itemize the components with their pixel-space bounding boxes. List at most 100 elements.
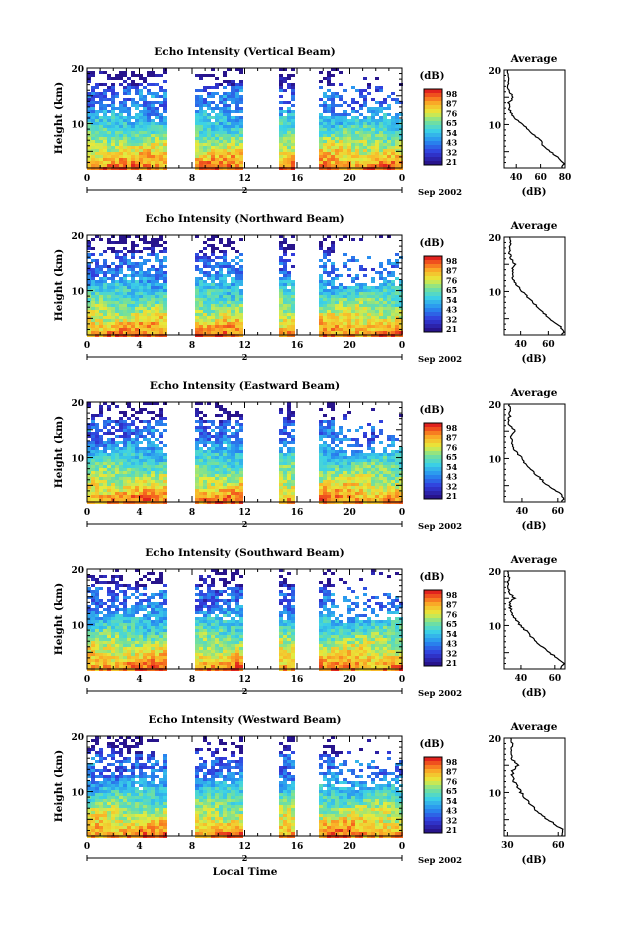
- heatmap-cell: [343, 295, 347, 298]
- heatmap-cell: [127, 462, 131, 465]
- heatmap-cell: [279, 486, 283, 489]
- heatmap-cell: [195, 161, 199, 164]
- heatmap-cell: [207, 453, 211, 456]
- heatmap-cell: [287, 492, 291, 495]
- heatmap-cell: [95, 614, 99, 617]
- heatmap-cell: [319, 498, 323, 501]
- heatmap-cell: [87, 316, 91, 319]
- heatmap-cell: [127, 322, 131, 325]
- heatmap-cell: [319, 119, 323, 122]
- heatmap-cell: [327, 459, 331, 462]
- heatmap-cell: [139, 283, 143, 286]
- heatmap-cell: [203, 286, 207, 289]
- heatmap-cell: [239, 307, 243, 310]
- heatmap-cell: [207, 256, 211, 259]
- heatmap-cell: [211, 450, 215, 453]
- heatmap-cell: [343, 253, 347, 256]
- heatmap-cell: [95, 617, 99, 620]
- heatmap-cell: [383, 462, 387, 465]
- heatmap-cell: [219, 438, 223, 441]
- heatmap-cell: [211, 128, 215, 131]
- heatmap-cell: [135, 83, 139, 86]
- heatmap-cell: [99, 125, 103, 128]
- heatmap-cell: [151, 83, 155, 86]
- heatmap-cell: [343, 286, 347, 289]
- heatmap-cell: [355, 134, 359, 137]
- heatmap-cell: [211, 101, 215, 104]
- colorbar-band: [424, 280, 442, 285]
- heatmap-cell: [91, 128, 95, 131]
- heatmap-cell: [363, 480, 367, 483]
- heatmap-cell: [195, 477, 199, 480]
- heatmap-cell: [223, 104, 227, 107]
- heatmap-cell: [107, 155, 111, 158]
- heatmap-cell: [371, 313, 375, 316]
- heatmap-cell: [371, 277, 375, 280]
- heatmap-cell: [131, 498, 135, 501]
- heatmap-cell: [363, 489, 367, 492]
- heatmap-cell: [119, 280, 123, 283]
- heatmap-cell: [223, 259, 227, 262]
- heatmap-cell: [351, 310, 355, 313]
- heatmap-cell: [151, 429, 155, 432]
- heatmap-cell: [391, 125, 395, 128]
- heatmap-cell: [339, 462, 343, 465]
- heatmap-cell: [123, 259, 127, 262]
- heatmap-cell: [391, 116, 395, 119]
- heatmap-cell: [159, 474, 163, 477]
- heatmap-cell: [383, 289, 387, 292]
- heatmap-cell: [107, 301, 111, 304]
- heatmap-cell: [291, 456, 295, 459]
- heatmap-cell: [203, 89, 207, 92]
- heatmap-cell: [211, 483, 215, 486]
- heatmap-cell: [319, 283, 323, 286]
- heatmap-cell: [139, 310, 143, 313]
- heatmap-cell: [219, 256, 223, 259]
- heatmap-cell: [87, 647, 91, 650]
- colorbar: [424, 89, 442, 166]
- heatmap-cell: [355, 331, 359, 334]
- heatmap-cell: [291, 140, 295, 143]
- heatmap-cell: [327, 119, 331, 122]
- heatmap-cell: [215, 146, 219, 149]
- heatmap-cell: [107, 599, 111, 602]
- heatmap-cell: [347, 301, 351, 304]
- heatmap-cell: [327, 423, 331, 426]
- heatmap-cell: [95, 462, 99, 465]
- heatmap-cell: [107, 456, 111, 459]
- heatmap-cell: [219, 131, 223, 134]
- heatmap-cell: [95, 122, 99, 125]
- heatmap-cell: [387, 459, 391, 462]
- heatmap-cell: [215, 274, 219, 277]
- heatmap-cell: [287, 402, 291, 405]
- heatmap-cell: [351, 286, 355, 289]
- heatmap-cell: [143, 125, 147, 128]
- x-tick-label: 4: [136, 341, 142, 351]
- heatmap-cell: [147, 426, 151, 429]
- heatmap-cell: [211, 122, 215, 125]
- heatmap-cell: [331, 155, 335, 158]
- heatmap-cell: [239, 89, 243, 92]
- heatmap-cell: [319, 447, 323, 450]
- heatmap-cell: [131, 241, 135, 244]
- panel-title: Echo Intensity (Northward Beam): [145, 213, 344, 225]
- heatmap-cell: [103, 155, 107, 158]
- average-x-tick-label: 40: [510, 173, 523, 183]
- heatmap-cell: [367, 134, 371, 137]
- heatmap-cell: [215, 435, 219, 438]
- heatmap-cell: [239, 155, 243, 158]
- heatmap-cell: [139, 155, 143, 158]
- heatmap-cell: [283, 262, 287, 265]
- heatmap-cell: [343, 468, 347, 471]
- heatmap-cell: [239, 158, 243, 161]
- heatmap-cell: [135, 113, 139, 116]
- heatmap-cell: [119, 486, 123, 489]
- heatmap-cell: [279, 277, 283, 280]
- heatmap-cell: [135, 310, 139, 313]
- heatmap-cell: [339, 498, 343, 501]
- heatmap-cell: [95, 495, 99, 498]
- heatmap-cell: [395, 468, 399, 471]
- heatmap-cell: [211, 453, 215, 456]
- heatmap-cell: [231, 456, 235, 459]
- heatmap-cell: [231, 140, 235, 143]
